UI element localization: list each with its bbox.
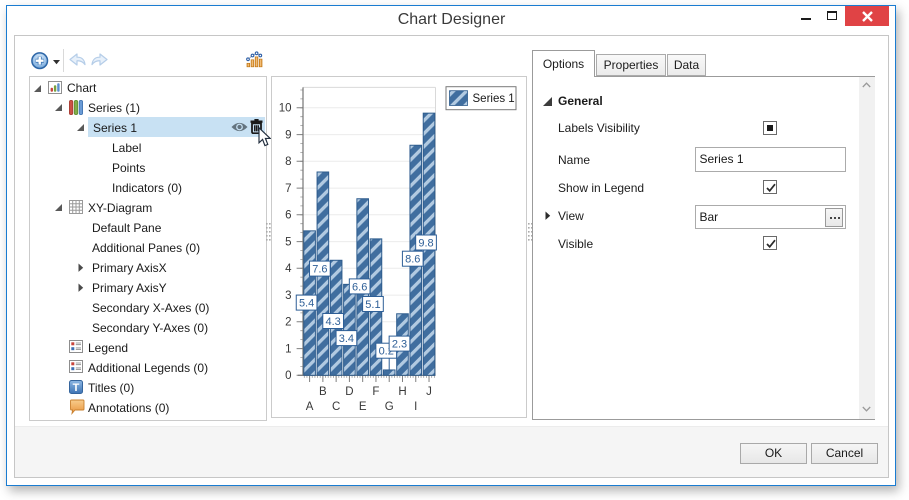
svg-text:C: C	[332, 401, 340, 413]
svg-text:D: D	[345, 386, 353, 398]
svg-text:7.6: 7.6	[312, 264, 327, 276]
svg-text:6: 6	[285, 210, 291, 222]
svg-text:A: A	[306, 401, 314, 413]
svg-text:J: J	[426, 386, 432, 398]
svg-text:10: 10	[279, 103, 292, 115]
svg-text:Series 1: Series 1	[473, 93, 515, 105]
svg-text:B: B	[319, 386, 327, 398]
svg-text:2: 2	[285, 317, 291, 329]
svg-text:G: G	[385, 401, 394, 413]
svg-text:H: H	[398, 386, 406, 398]
svg-text:3.4: 3.4	[339, 333, 354, 345]
svg-text:3: 3	[285, 290, 291, 302]
svg-text:1: 1	[285, 343, 291, 355]
svg-text:8: 8	[285, 156, 291, 168]
svg-text:E: E	[359, 401, 367, 413]
svg-text:2.3: 2.3	[392, 339, 407, 351]
svg-text:4.3: 4.3	[325, 316, 340, 328]
svg-text:6.6: 6.6	[352, 281, 367, 293]
svg-text:7: 7	[285, 183, 291, 195]
svg-text:F: F	[372, 386, 379, 398]
svg-text:I: I	[414, 401, 417, 413]
svg-text:9: 9	[285, 130, 291, 142]
svg-text:4: 4	[285, 263, 292, 275]
svg-text:8.6: 8.6	[405, 254, 420, 266]
svg-text:9.8: 9.8	[418, 237, 433, 249]
svg-text:5: 5	[285, 237, 291, 249]
svg-text:T: T	[73, 382, 80, 394]
svg-text:5.4: 5.4	[299, 298, 314, 310]
svg-text:5.1: 5.1	[365, 299, 380, 311]
svg-text:0: 0	[285, 370, 291, 382]
